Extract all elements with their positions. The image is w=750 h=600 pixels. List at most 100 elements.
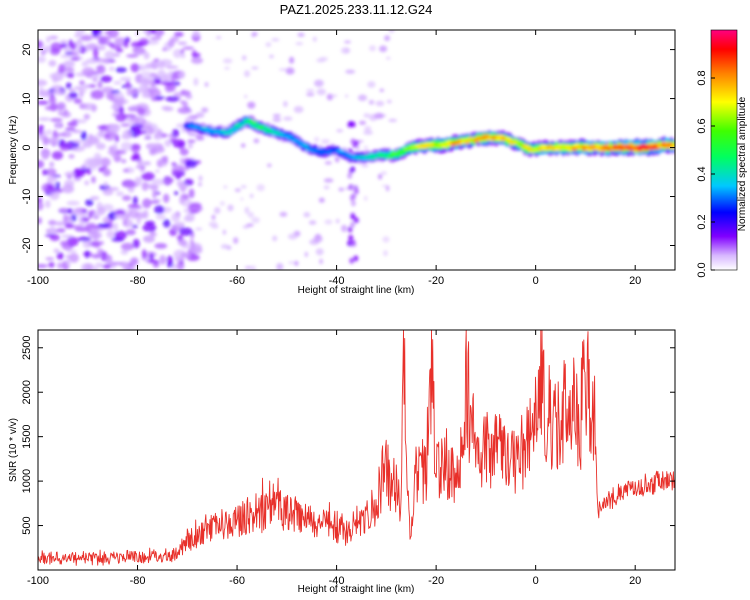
ridge-blob [231, 128, 238, 132]
noise-blob [85, 250, 90, 259]
spectrogram-x-tick-label: -60 [229, 275, 245, 287]
noise-blob [187, 142, 193, 149]
noise-blob [77, 145, 86, 150]
noise-blob [336, 129, 344, 133]
noise-blob [63, 108, 68, 116]
noise-blob [139, 82, 148, 92]
noise-blob [353, 217, 359, 224]
noise-blob [48, 97, 57, 105]
noise-blob [102, 168, 111, 177]
noise-blob [295, 42, 304, 46]
noise-blob [122, 195, 132, 201]
noise-blob [349, 195, 355, 202]
noise-blob [138, 66, 151, 70]
noise-blob [130, 257, 139, 265]
noise-blob [180, 108, 193, 114]
colorbar-tick-label: 0.2 [696, 214, 708, 229]
noise-blob [97, 80, 103, 89]
noise-blob [104, 133, 111, 139]
noise-blob [383, 250, 388, 257]
noise-blob [130, 145, 141, 153]
spectrogram-x-tick-label: -100 [27, 275, 49, 287]
colorbar-gradient [710, 29, 738, 271]
noise-blob [288, 261, 296, 265]
noise-blob [323, 185, 330, 190]
noise-blob [77, 236, 92, 242]
noise-blob [142, 198, 152, 209]
noise-blob [382, 236, 390, 243]
noise-blob [142, 223, 157, 232]
noise-blob [306, 89, 315, 92]
snr-x-axis-label: Height of straight line (km) [298, 584, 415, 595]
noise-blob [106, 230, 115, 239]
noise-blob [347, 226, 353, 233]
noise-blob [166, 255, 174, 264]
noise-blob [148, 79, 155, 85]
noise-blob [88, 231, 103, 240]
noise-blob [153, 58, 160, 62]
noise-blob [256, 184, 265, 192]
noise-blob [72, 139, 83, 144]
noise-blob [130, 116, 139, 122]
ridge-blob [318, 152, 325, 155]
noise-blob [136, 48, 143, 55]
noise-blob [324, 219, 333, 225]
noise-blob [96, 132, 104, 138]
noise-blob [172, 128, 180, 138]
noise-blob [40, 48, 46, 56]
noise-blob [271, 38, 280, 42]
noise-blob [344, 40, 351, 44]
noise-blob [69, 253, 79, 263]
noise-blob [130, 63, 140, 73]
noise-blob [350, 213, 356, 220]
noise-blob [128, 265, 137, 270]
noise-blob [59, 39, 69, 44]
noise-blob [172, 48, 183, 59]
noise-blob [285, 67, 295, 75]
noise-blob [289, 56, 295, 64]
snr-y-axis-label: SNR (10 * v/v) [8, 418, 19, 482]
noise-blob [185, 212, 195, 222]
noise-blob [91, 176, 96, 184]
noise-blob [198, 182, 202, 187]
spectrogram-y-axis-label: Frequency (Hz) [8, 116, 19, 185]
noise-blob [85, 222, 97, 231]
noise-blob [297, 32, 305, 37]
noise-blob [41, 151, 49, 160]
noise-blob [48, 60, 57, 67]
noise-blob [353, 255, 359, 262]
noise-blob [213, 207, 221, 214]
noise-blob [361, 163, 369, 168]
noise-blob [96, 156, 102, 167]
noise-blob [312, 36, 317, 42]
noise-blob [244, 70, 250, 78]
noise-blob [314, 79, 324, 88]
noise-blob [50, 42, 63, 52]
noise-blob [119, 106, 124, 114]
noise-blob [65, 127, 76, 131]
noise-blob [241, 55, 247, 61]
ridge-blob [464, 140, 471, 145]
noise-blob [178, 239, 187, 246]
noise-blob [180, 53, 186, 59]
noise-blob [149, 200, 160, 204]
noise-blob [171, 170, 183, 175]
noise-blob [173, 31, 184, 37]
noise-blob [388, 30, 395, 33]
noise-blob [276, 262, 284, 270]
noise-blob [49, 191, 60, 201]
noise-blob [148, 126, 155, 135]
noise-blob [269, 54, 274, 59]
noise-blob [100, 75, 113, 83]
noise-blob [199, 207, 203, 211]
spectrogram-y-tick-label: 20 [21, 43, 33, 55]
noise-blob [216, 36, 222, 39]
noise-blob [92, 48, 99, 58]
noise-blob [95, 142, 106, 150]
noise-blob [73, 168, 85, 178]
snr-series-line [38, 330, 675, 566]
noise-blob [115, 48, 124, 53]
ridge-blob [314, 147, 321, 151]
noise-blob [65, 82, 72, 89]
noise-blob [318, 197, 325, 203]
